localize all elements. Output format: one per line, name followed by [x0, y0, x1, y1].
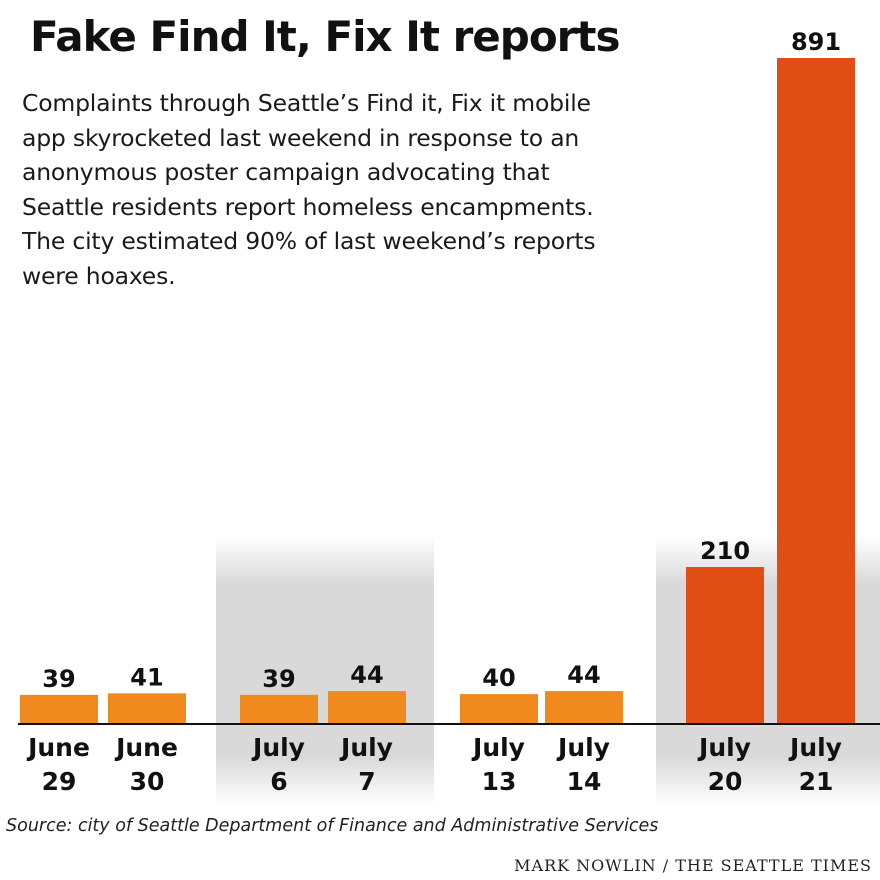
bar-6 [545, 691, 623, 724]
chart-title: Fake Find It, Fix It reports [30, 12, 620, 61]
value-label-1: 39 [42, 665, 75, 693]
x-tick-labels: June 29 June 30 July 6 July 7 July 13 July 14 July 20… [26, 733, 842, 796]
value-label-7: 210 [700, 537, 750, 565]
tick-month-6: July [556, 733, 610, 762]
weekend-shade-2 [216, 536, 434, 805]
tick-month-1: June [26, 733, 90, 762]
bar-4 [328, 691, 406, 724]
tick-day-1: 29 [42, 767, 77, 796]
tick-month-7: July [697, 733, 751, 762]
value-label-5: 40 [482, 664, 515, 692]
tick-month-3: July [251, 733, 305, 762]
source-note: Source: city of Seattle Department of Fi… [6, 816, 659, 836]
value-label-6: 44 [567, 661, 600, 689]
bar-8 [777, 58, 855, 724]
value-label-3: 39 [262, 665, 295, 693]
tick-day-2: 30 [130, 767, 165, 796]
bar-3 [240, 694, 318, 724]
value-label-4: 44 [350, 661, 383, 689]
tick-day-5: 13 [482, 767, 517, 796]
tick-month-2: June [114, 733, 178, 762]
tick-month-4: July [339, 733, 393, 762]
value-labels: 39 41 39 44 40 44 210 891 [42, 28, 841, 693]
tick-month-5: July [471, 733, 525, 762]
tick-day-4: 7 [358, 767, 375, 796]
tick-day-6: 14 [567, 767, 602, 796]
bar-2 [108, 693, 186, 724]
tick-day-7: 20 [708, 767, 743, 796]
bar-7 [686, 567, 764, 724]
tick-day-8: 21 [799, 767, 834, 796]
credit-line: MARK NOWLIN / THE SEATTLE TIMES [514, 856, 872, 875]
bar-5 [460, 694, 538, 724]
value-label-2: 41 [130, 663, 163, 691]
bar-1 [20, 694, 98, 724]
tick-month-8: July [788, 733, 842, 762]
tick-day-3: 6 [270, 767, 287, 796]
chart-subtitle: Complaints through Seattle’s Find it, Fi… [22, 89, 596, 290]
bars [20, 58, 855, 724]
value-label-8: 891 [791, 28, 841, 56]
